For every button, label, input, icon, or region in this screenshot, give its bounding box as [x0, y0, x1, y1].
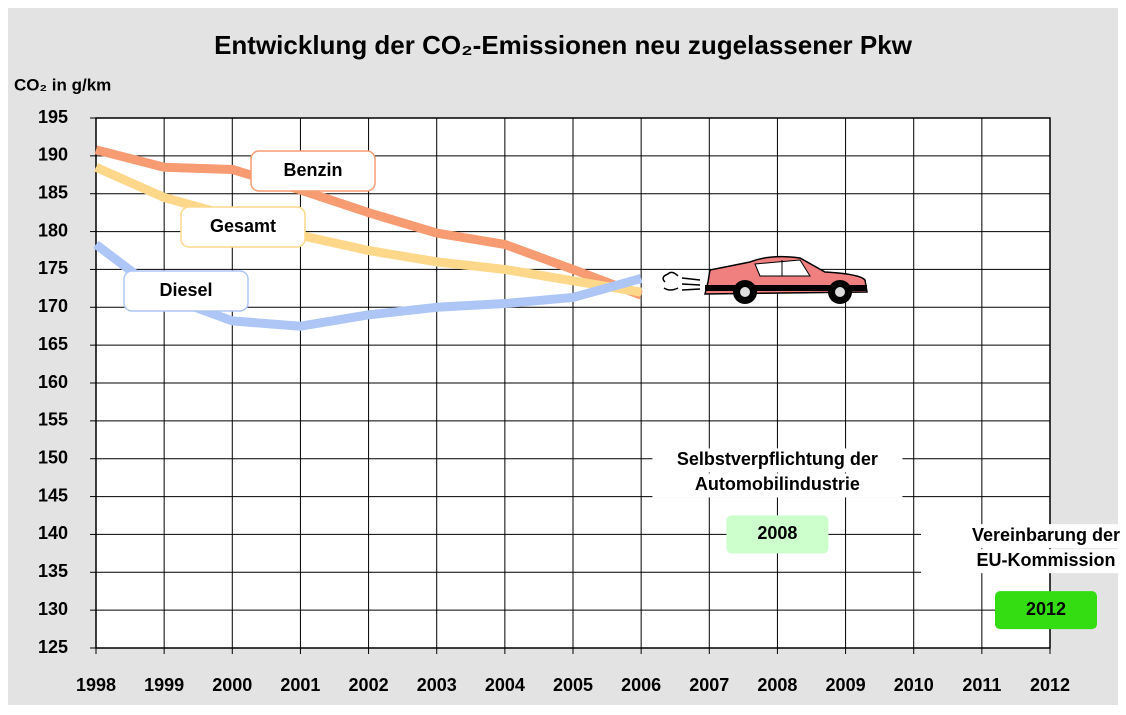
x-tick-label: 2010 — [894, 675, 934, 695]
target-label: Automobilindustrie — [695, 474, 860, 494]
chart-title: Entwicklung der CO₂-Emissionen neu zugel… — [214, 30, 913, 60]
x-tick-label: 2005 — [553, 675, 593, 695]
y-tick-label: 165 — [38, 334, 68, 354]
y-tick-label: 155 — [38, 410, 68, 430]
x-tick-label: 2006 — [621, 675, 661, 695]
chart: Entwicklung der CO₂-Emissionen neu zugel… — [0, 0, 1126, 715]
x-tick-label: 2012 — [1030, 675, 1070, 695]
y-tick-label: 190 — [38, 145, 68, 165]
y-axis-label: CO₂ in g/km — [14, 75, 111, 94]
y-tick-label: 135 — [38, 561, 68, 581]
target-year: 2008 — [757, 523, 797, 543]
page: {"chart_data": {"type": "line", "title":… — [0, 0, 1126, 715]
y-tick-label: 185 — [38, 182, 68, 202]
x-tick-label: 2007 — [689, 675, 729, 695]
x-tick-label: 2011 — [962, 675, 1001, 695]
target-label: EU-Kommission — [976, 550, 1115, 570]
y-tick-label: 130 — [38, 599, 68, 619]
x-tick-label: 2002 — [349, 675, 389, 695]
x-tick-label: 1998 — [76, 675, 116, 695]
x-tick-label: 1999 — [144, 675, 184, 695]
y-tick-label: 125 — [38, 637, 68, 657]
y-tick-label: 140 — [38, 523, 68, 543]
y-tick-label: 150 — [38, 447, 68, 467]
y-tick-label: 180 — [38, 220, 68, 240]
target-label: Vereinbarung der — [972, 525, 1120, 545]
y-tick-label: 170 — [38, 296, 68, 316]
series-label: Gesamt — [210, 216, 276, 236]
series-label: Diesel — [159, 280, 212, 300]
x-tick-label: 2004 — [485, 675, 525, 695]
y-tick-label: 160 — [38, 372, 68, 392]
y-tick-label: 175 — [38, 258, 68, 278]
x-tick-label: 2003 — [417, 675, 457, 695]
x-tick-label: 2009 — [826, 675, 866, 695]
x-tick-label: 2000 — [212, 675, 252, 695]
target-label: Selbstverpflichtung der — [677, 449, 878, 469]
series-label: Benzin — [283, 160, 342, 180]
y-tick-label: 145 — [38, 485, 68, 505]
y-tick-label: 195 — [38, 107, 68, 127]
target-year: 2012 — [1026, 599, 1066, 619]
x-tick-label: 2001 — [280, 675, 320, 695]
x-tick-label: 2008 — [757, 675, 797, 695]
